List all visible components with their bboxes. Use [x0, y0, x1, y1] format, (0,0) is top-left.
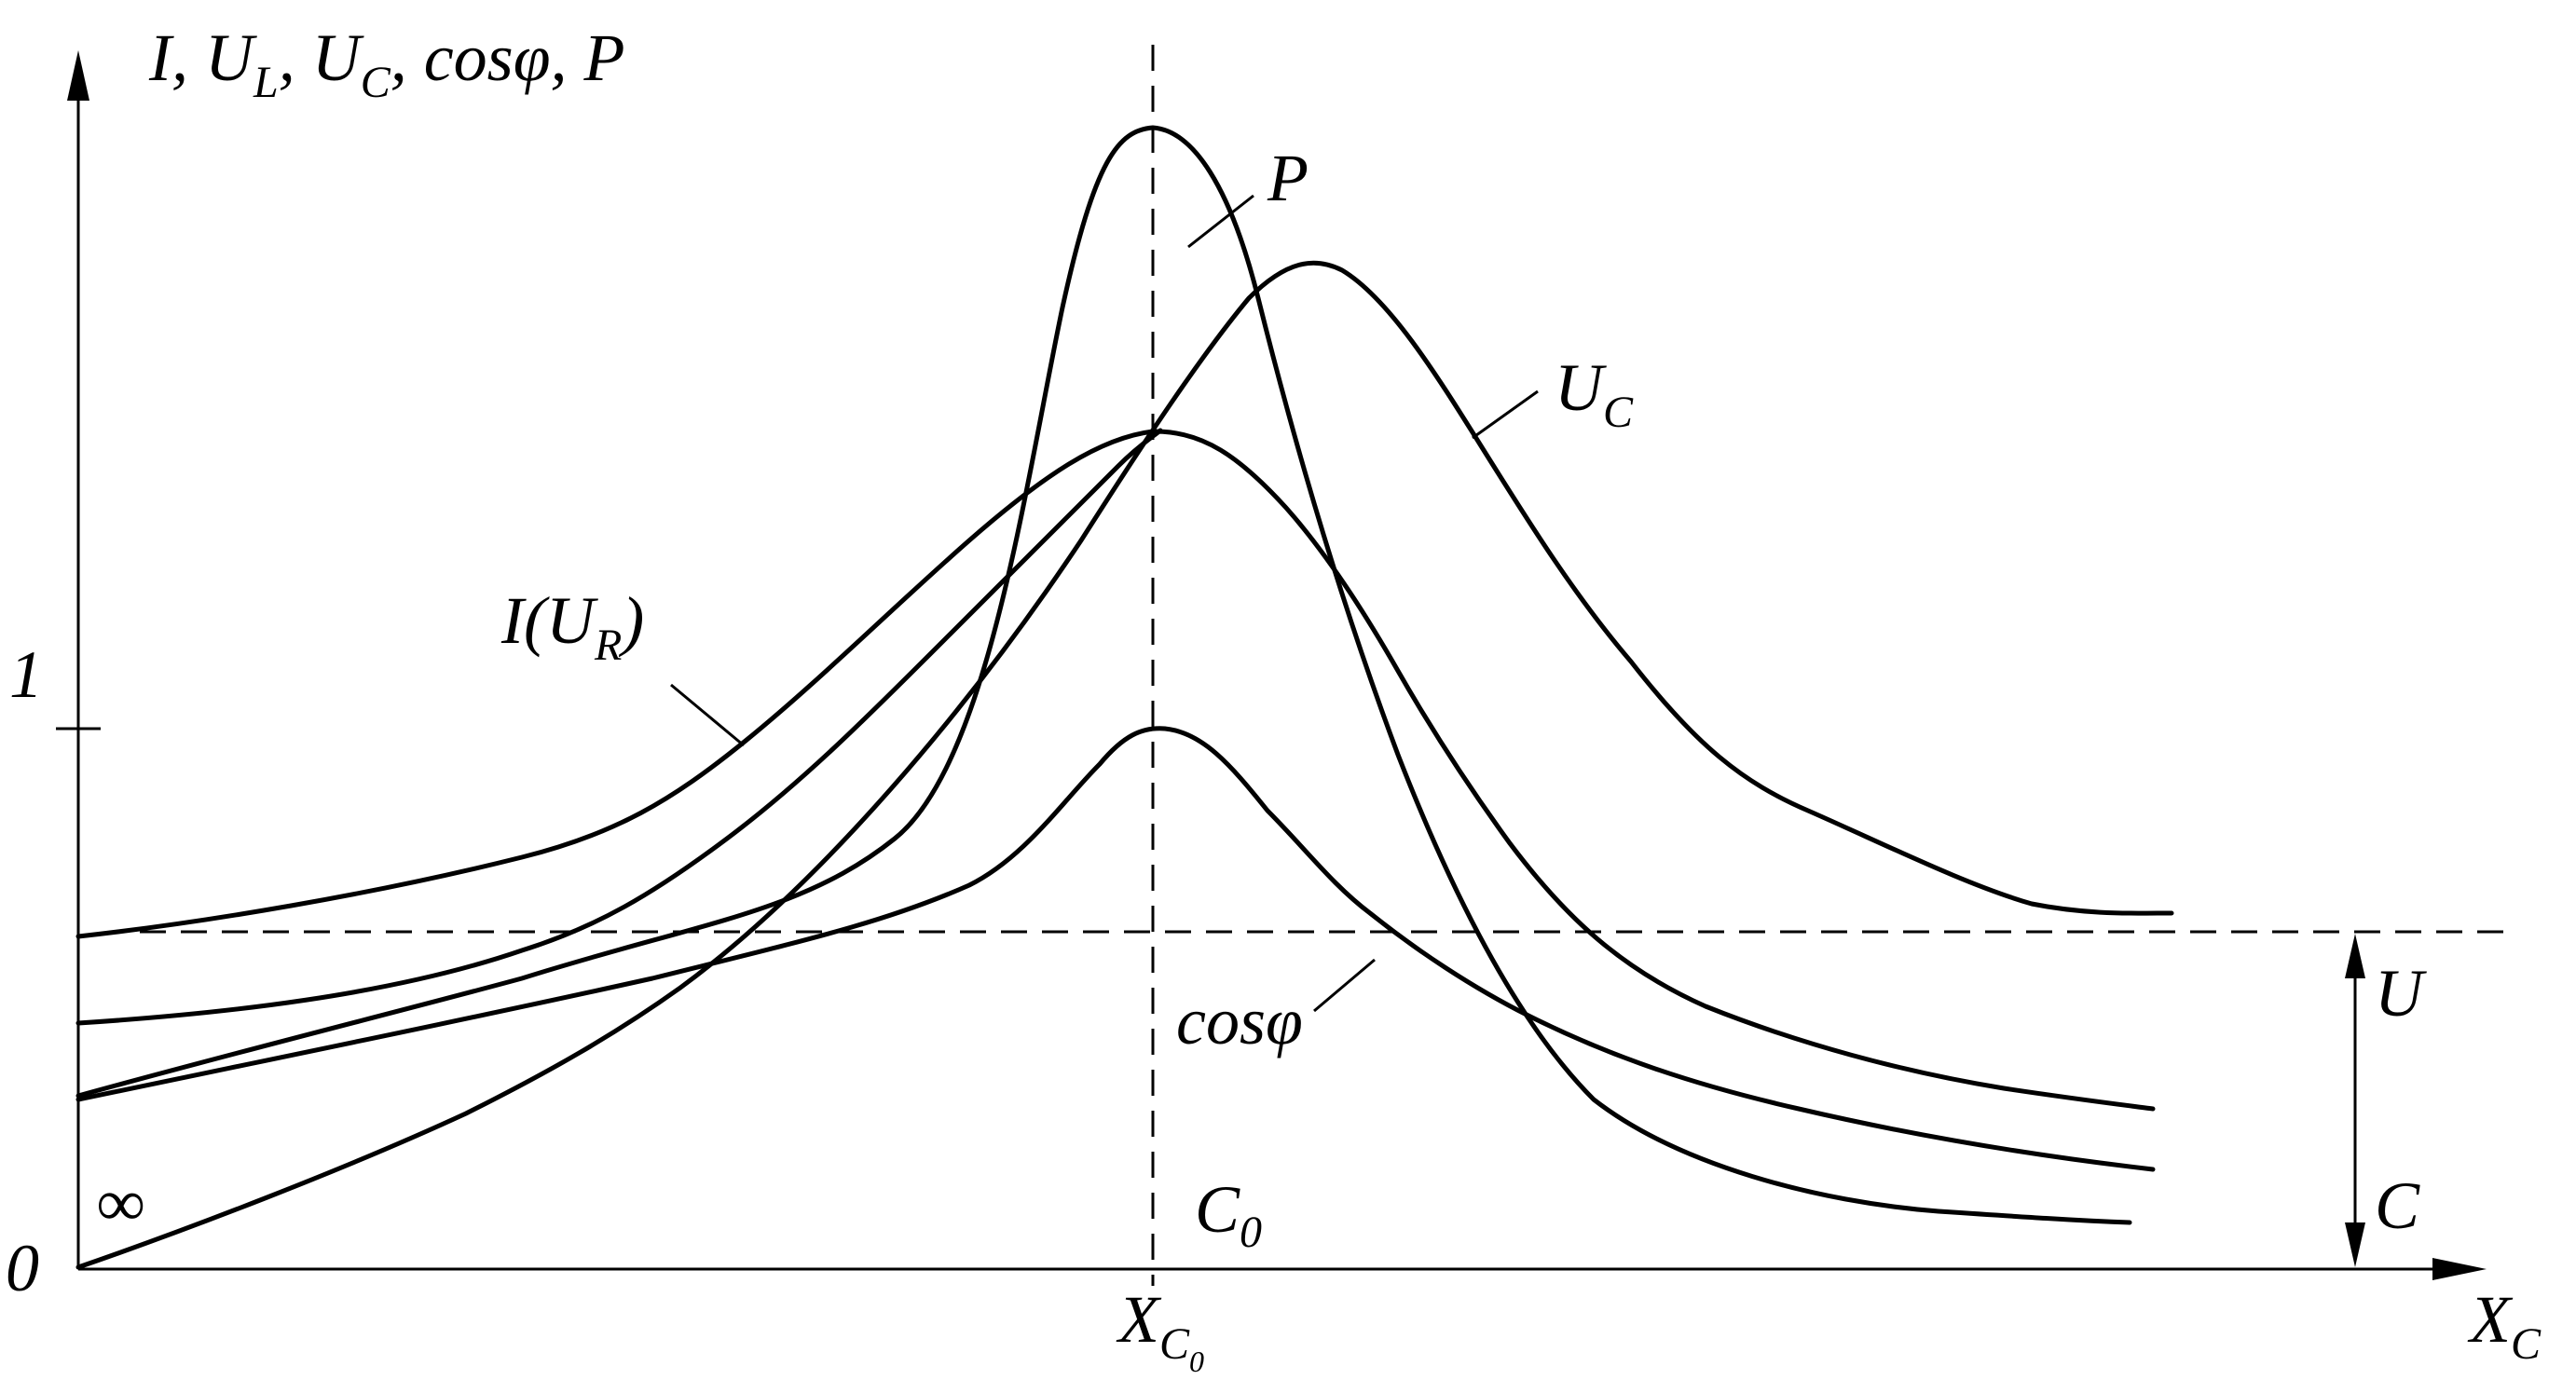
right-scale-C: C: [2375, 1168, 2420, 1243]
label-I: I(UR): [500, 583, 644, 670]
origin-label: 0: [6, 1231, 39, 1305]
right-scale-arrow-up: [2345, 934, 2365, 978]
leader-I: [670, 683, 745, 747]
label-cosphi: cosφ: [1176, 984, 1303, 1058]
label-UC: UC: [1555, 350, 1634, 437]
curve-P: [75, 125, 2132, 1225]
curve-cosphi: [75, 726, 2156, 1172]
curve-UL: [75, 428, 1163, 1026]
tick-one-label: 1: [9, 637, 43, 712]
leader-cosphi: [1313, 958, 1376, 1013]
leader-UC: [1472, 389, 1539, 440]
c0-label: C0: [1195, 1172, 1262, 1257]
y-axis-arrow: [67, 50, 89, 101]
right-scale-arrow-down: [2345, 1222, 2365, 1267]
x-axis-arrow: [2432, 1258, 2487, 1280]
resonance-x-label: XC0: [1116, 1282, 1204, 1378]
label-P: P: [1267, 141, 1309, 215]
curve-UC: [75, 260, 2174, 1270]
leader-P: [1187, 194, 1254, 249]
right-scale-U: U: [2375, 956, 2427, 1031]
infinity-symbol: ∞: [97, 1166, 144, 1240]
curve-I: [75, 429, 2156, 1112]
y-axis-label: I, UL, UC, cosφ, P: [148, 20, 625, 107]
x-axis-label: XC: [2467, 1282, 2542, 1369]
